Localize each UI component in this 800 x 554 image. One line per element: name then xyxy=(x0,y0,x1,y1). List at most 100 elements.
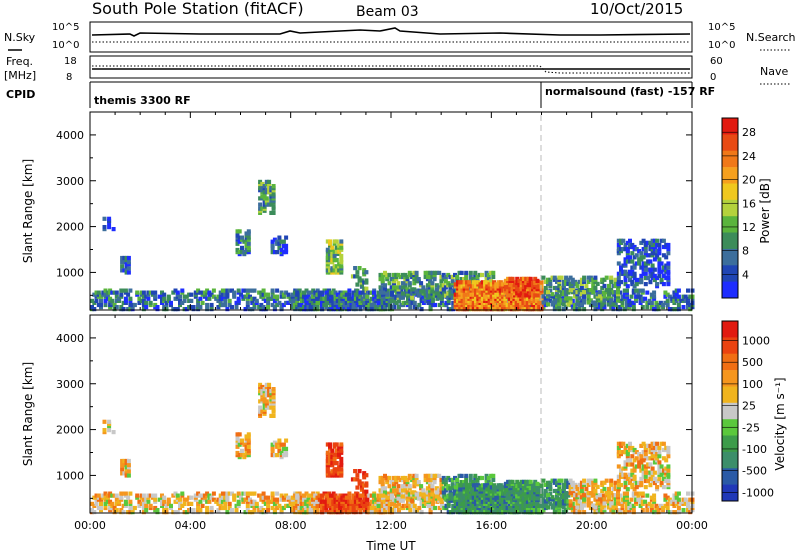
echo-cell xyxy=(306,290,311,295)
echo-cell xyxy=(146,290,151,295)
echo-cell xyxy=(243,288,248,293)
echo-cell xyxy=(577,482,582,487)
echo-cell xyxy=(362,489,367,494)
echo-cell xyxy=(337,245,342,250)
echo-cell xyxy=(613,298,618,303)
echo-cell xyxy=(483,483,488,488)
echo-cell xyxy=(272,440,277,445)
echo-cell xyxy=(492,280,497,285)
echo-cell xyxy=(508,276,513,281)
echo-cell xyxy=(634,485,639,490)
echo-cell xyxy=(618,493,623,498)
echo-cell xyxy=(582,510,587,515)
echo-cell xyxy=(141,307,146,312)
echo-cell xyxy=(412,305,417,310)
echo-cell xyxy=(533,276,538,281)
echo-cell xyxy=(657,261,662,266)
echo-cell xyxy=(277,245,282,250)
echo-cell xyxy=(425,270,430,275)
y-tick-label: 2000 xyxy=(56,221,84,234)
echo-cell xyxy=(225,491,230,496)
echo-cell xyxy=(588,290,593,295)
echo-cell xyxy=(112,302,117,308)
echo-cell xyxy=(471,284,476,289)
echo-cell xyxy=(401,291,405,296)
echo-cell xyxy=(468,270,473,275)
echo-cell xyxy=(625,450,630,455)
echo-cell xyxy=(286,300,291,305)
echo-cell xyxy=(359,481,364,486)
echo-cell xyxy=(620,503,625,508)
echo-cell xyxy=(570,302,575,308)
echo-cell xyxy=(241,491,246,496)
echo-cell xyxy=(521,307,526,312)
echo-cell xyxy=(364,481,369,486)
echo-cell xyxy=(528,510,533,515)
echo-cell xyxy=(139,501,144,506)
nsky-label: N.Sky xyxy=(4,31,36,44)
echo-cell xyxy=(616,261,621,266)
echo-cell xyxy=(446,298,451,303)
echo-cell xyxy=(237,229,242,234)
echo-cell xyxy=(483,495,488,500)
echo-cell xyxy=(619,441,623,446)
echo-cell xyxy=(634,456,639,461)
echo-cell xyxy=(663,294,668,299)
echo-cell xyxy=(153,294,158,299)
echo-cell xyxy=(178,497,182,502)
echo-cell xyxy=(616,493,620,498)
echo-cell xyxy=(559,292,564,297)
echo-cell xyxy=(128,505,133,511)
echo-cell xyxy=(688,505,693,511)
echo-cell xyxy=(657,273,662,278)
echo-cell xyxy=(652,493,657,498)
echo-cell xyxy=(616,450,621,455)
echo-cell xyxy=(591,488,596,494)
echo-cell xyxy=(478,282,483,287)
echo-cell xyxy=(602,294,607,299)
echo-cell xyxy=(654,300,659,305)
echo-cell xyxy=(227,298,232,303)
echo-cell xyxy=(548,480,553,485)
echo-cell xyxy=(378,475,383,481)
echo-cell xyxy=(627,298,632,303)
echo-cell xyxy=(410,498,415,503)
echo-cell xyxy=(649,495,654,500)
echo-cell xyxy=(126,469,131,474)
echo-cell xyxy=(552,285,557,291)
echo-cell xyxy=(492,510,497,515)
echo-cell xyxy=(261,508,266,513)
echo-cell xyxy=(625,255,630,260)
echo-cell xyxy=(557,298,562,303)
echo-cell xyxy=(240,237,244,242)
echo-cell xyxy=(264,382,269,387)
echo-cell xyxy=(432,270,437,275)
echo-cell xyxy=(541,503,546,508)
echo-cell xyxy=(281,495,286,500)
echo-cell xyxy=(646,275,651,281)
echo-cell xyxy=(510,276,515,281)
echo-cell xyxy=(258,399,263,404)
echo-cell xyxy=(423,293,428,298)
echo-cell xyxy=(269,210,274,215)
echo-cell xyxy=(358,290,363,295)
echo-cell xyxy=(258,186,263,191)
echo-cell xyxy=(331,290,336,295)
echo-cell xyxy=(474,288,478,293)
echo-cell xyxy=(211,288,216,293)
echo-cell xyxy=(412,287,417,292)
echo-cell xyxy=(401,494,405,499)
echo-cell xyxy=(171,307,176,312)
echo-cell xyxy=(191,305,196,310)
echo-cell xyxy=(559,495,564,500)
echo-cell xyxy=(248,497,252,502)
echo-cell xyxy=(616,508,620,513)
echo-cell xyxy=(652,510,657,515)
echo-cell xyxy=(313,307,318,312)
echo-cell xyxy=(173,491,178,496)
y-tick-label: 1000 xyxy=(56,266,84,279)
echo-cell xyxy=(523,300,528,305)
echo-cell xyxy=(284,300,289,305)
echo-cell xyxy=(252,491,257,496)
echo-cell xyxy=(630,462,635,467)
